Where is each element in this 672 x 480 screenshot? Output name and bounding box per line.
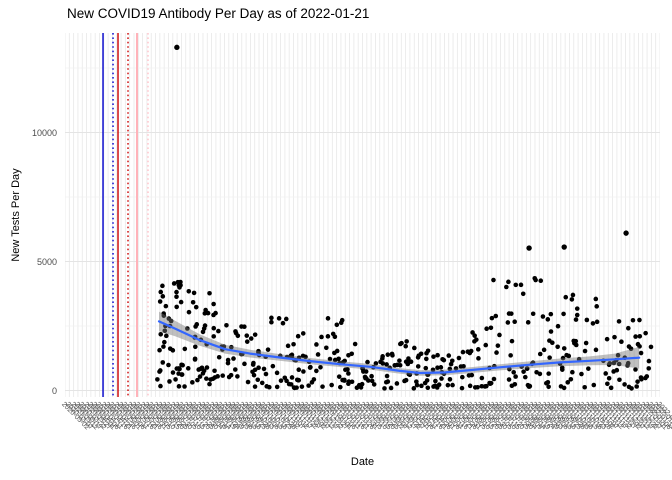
y-tick-label: 5000 — [36, 256, 57, 267]
y-axis-title: New Tests Per Day — [10, 168, 22, 262]
y-tick-label: 0 — [51, 385, 57, 396]
chart-title: New COVID19 Antibody Per Day as of 2022-… — [67, 6, 370, 21]
y-tick-label: 10000 — [31, 127, 57, 138]
x-axis-title: Date — [350, 456, 375, 468]
x-axis-tick-labels: 2020-03-02 2020-03-07 2020-03-12 2020-03-17… — [0, 399, 672, 456]
plot-panel — [65, 33, 660, 397]
